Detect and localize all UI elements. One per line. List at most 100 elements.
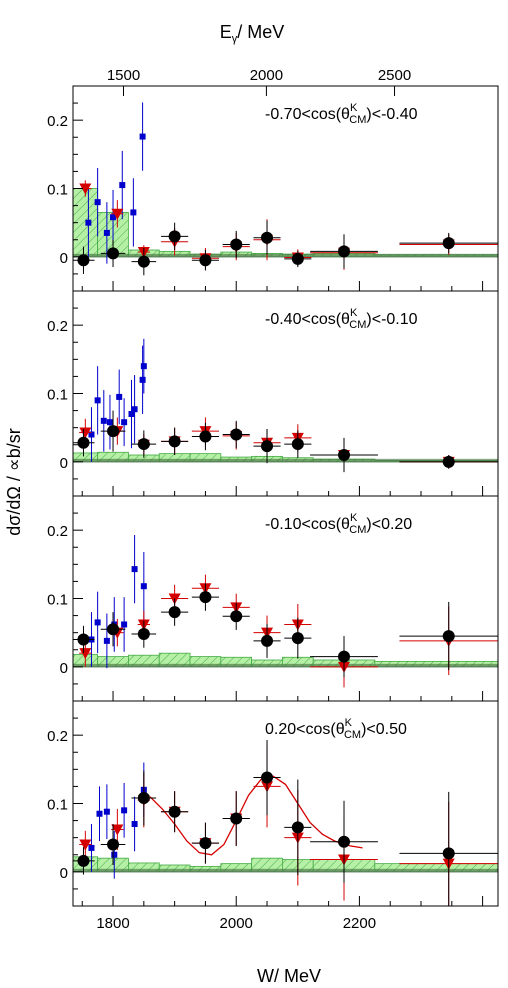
blue-point: [94, 199, 101, 206]
black-point: [107, 425, 120, 438]
panel-plot-area: [73, 534, 498, 688]
sys-dark-bin: [128, 663, 160, 667]
blue-point: [103, 808, 110, 815]
sys-dark-bin: [220, 868, 252, 872]
top-axis-tick-label: 1500: [107, 67, 140, 84]
blue-point: [121, 419, 128, 426]
blue-point: [131, 821, 138, 827]
x-tick-label: 1800: [96, 915, 129, 932]
black-point: [77, 633, 90, 646]
y-tick-label: 0: [60, 250, 68, 267]
black-point: [261, 634, 274, 647]
panel-label: -0.10<cos(θK CM)<0.20: [265, 512, 412, 536]
black-point: [137, 792, 150, 805]
top-axis-tick-label: 2000: [250, 67, 283, 84]
black-point: [291, 821, 304, 834]
blue-point: [103, 637, 110, 644]
x-axis-label: W/ MeV: [257, 966, 321, 983]
sys-dark-bin: [159, 663, 191, 667]
black-point: [261, 440, 274, 453]
blue-point: [103, 229, 110, 236]
sys-dark-bin: [128, 458, 160, 462]
sys-dark-bin: [374, 253, 498, 257]
sys-dark-bin: [97, 663, 129, 667]
black-point: [77, 254, 90, 267]
sys-dark-bin: [374, 868, 498, 872]
panel-1: 0 0.1 0.2 -0.70<cos(θK CM)<-0.40: [47, 85, 499, 292]
y-tick-label: 0.2: [47, 728, 68, 745]
black-point: [107, 247, 120, 260]
y-tick-label: 0.1: [47, 182, 68, 199]
panel-plot-area: [73, 739, 498, 906]
y-tick-label: 0: [60, 865, 68, 882]
black-point: [168, 805, 181, 818]
sys-dark-bin: [282, 663, 314, 667]
sys-dark-bin: [159, 868, 191, 872]
sys-dark-bin: [190, 458, 221, 462]
black-point: [168, 606, 181, 619]
black-point: [137, 628, 150, 641]
black-point: [230, 238, 243, 251]
red-point: [79, 427, 92, 439]
sys-dark-bin: [220, 458, 252, 462]
top-axis-label: Eγ/ MeV: [220, 22, 285, 45]
blue-point: [111, 851, 118, 858]
blue-point: [121, 621, 128, 628]
blue-point: [139, 133, 146, 140]
black-point: [199, 430, 212, 443]
black-point: [261, 231, 274, 244]
sys-dark-bin: [190, 868, 221, 872]
black-point: [199, 254, 212, 267]
black-point: [137, 438, 150, 451]
sys-dark-bin: [374, 663, 498, 667]
black-point: [338, 835, 351, 848]
y-tick-label: 0.1: [47, 387, 68, 404]
panel-plot-area: [73, 102, 498, 276]
sys-dark-bin: [97, 868, 129, 872]
black-point: [107, 838, 120, 851]
y-tick-label: 0: [60, 455, 68, 472]
sys-dark-bin: [73, 458, 98, 462]
y-tick-label: 0.2: [47, 318, 68, 335]
blue-point: [131, 566, 138, 573]
panel-plot-area: [73, 338, 498, 473]
top-axis-tick-label: 2500: [378, 67, 411, 84]
black-point: [291, 438, 304, 451]
panel-label: -0.70<cos(θK CM)<-0.40: [265, 102, 418, 126]
sys-dark-bin: [73, 868, 98, 872]
x-tick-label: 2000: [220, 915, 253, 932]
black-point: [291, 252, 304, 265]
x-tick-label: 2200: [343, 915, 376, 932]
black-point: [168, 230, 181, 243]
blue-point: [130, 209, 137, 216]
black-point: [168, 435, 181, 448]
y-tick-label: 0: [60, 660, 68, 677]
blue-point: [131, 406, 138, 413]
black-point: [77, 854, 90, 867]
blue-point: [94, 619, 101, 626]
red-point: [111, 208, 124, 220]
sys-dark-bin: [97, 458, 129, 462]
panel-3: 0 0.1 0.2 -0.10<cos(θK CM)<0.20: [47, 495, 499, 702]
blue-point: [139, 376, 146, 383]
sys-dark-bin: [220, 663, 252, 667]
black-point: [338, 650, 351, 663]
black-point: [199, 837, 212, 850]
black-point: [230, 812, 243, 825]
red-point: [79, 183, 92, 195]
blue-point: [85, 219, 92, 226]
y-tick-label: 0.2: [47, 523, 68, 540]
black-point: [442, 847, 455, 860]
blue-point: [121, 807, 128, 814]
y-axis-label: dσ/dΩ / ∝b/sr: [4, 428, 24, 535]
y-tick-label: 0.2: [47, 113, 68, 130]
black-point: [338, 449, 351, 461]
panel-2: 0 0.1 0.2 -0.40<cos(θK CM)<-0.10: [47, 290, 499, 497]
black-point: [230, 610, 243, 623]
black-point: [230, 428, 243, 441]
blue-point: [88, 844, 95, 851]
sys-dark-bin: [251, 663, 283, 667]
black-point: [261, 771, 274, 784]
